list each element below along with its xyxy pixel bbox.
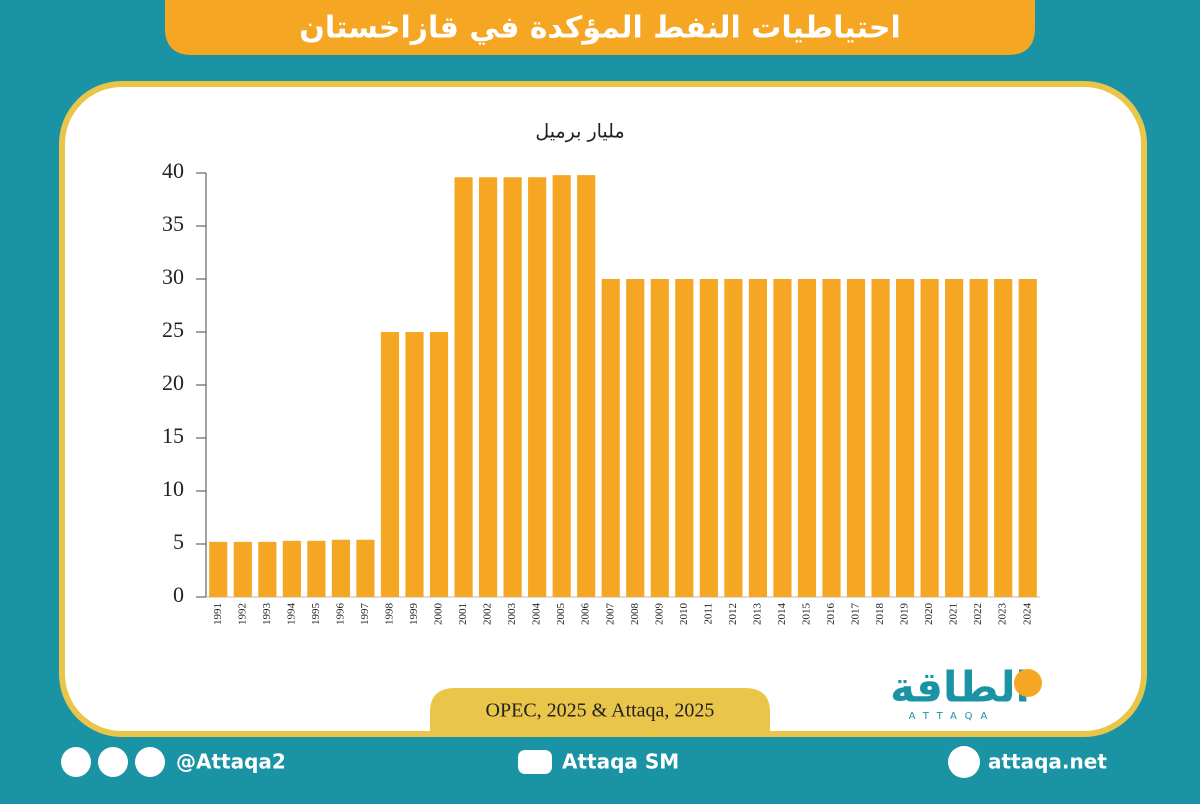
x-tick-label: 2020 <box>923 603 935 626</box>
title-banner <box>165 0 1035 55</box>
x-tick-label: 2002 <box>482 603 494 625</box>
source-pill <box>430 688 770 735</box>
x-tick-label: 2022 <box>972 603 984 625</box>
plot: 0 5 10 15 20 25 30 35 40 1991 1992 1993 1994 1995 1996… <box>162 158 1040 625</box>
x-tick-label: 2024 <box>1021 603 1033 626</box>
x-icon[interactable] <box>61 747 91 777</box>
x-tick-label: 2014 <box>776 603 788 626</box>
bar <box>233 541 252 597</box>
x-tick-label: 2018 <box>874 603 886 626</box>
y-tick-label: 15 <box>162 423 184 448</box>
bar <box>380 332 400 597</box>
website[interactable]: attaqa.net <box>988 750 1107 774</box>
bar <box>675 279 694 597</box>
y-tick-label: 25 <box>162 317 184 342</box>
bar <box>699 279 718 597</box>
x-tick-label: 2003 <box>506 603 518 626</box>
x-tick-label: 2011 <box>702 603 714 625</box>
youtube-icon[interactable] <box>518 750 552 774</box>
bar <box>454 177 473 598</box>
bar <box>331 539 350 597</box>
social-handle[interactable]: @Attaqa2 <box>176 750 286 774</box>
bar <box>748 279 767 597</box>
youtube-channel[interactable]: Attaqa SM <box>562 750 679 774</box>
bar <box>356 539 375 597</box>
x-tick-label: 1991 <box>212 603 224 625</box>
bar <box>528 177 547 598</box>
bar <box>724 279 743 597</box>
source: OPEC, 2025 & Attaqa, 2025 <box>486 700 715 722</box>
bar <box>307 540 326 597</box>
x-tick-label: 2008 <box>629 603 641 626</box>
y-tick-label: 40 <box>162 158 184 183</box>
bar <box>994 279 1013 597</box>
bar <box>920 279 939 597</box>
bar <box>969 279 988 597</box>
x-tick-label: 2013 <box>751 603 763 626</box>
x-tick-label: 1992 <box>236 603 248 625</box>
bar <box>209 541 228 597</box>
x-tick-label: 2015 <box>801 603 813 626</box>
bar <box>405 332 424 597</box>
x-tick-label: 1994 <box>285 603 297 626</box>
x-tick-label: 2010 <box>678 603 690 626</box>
bar <box>626 279 645 597</box>
bar <box>797 279 817 597</box>
logo-drop <box>1014 669 1042 697</box>
bar <box>258 541 277 597</box>
x-tick-label: 1997 <box>359 603 371 626</box>
logo-latin: ATTAQA <box>909 711 996 722</box>
x-tick-label: 1995 <box>310 603 322 626</box>
x-tick-label: 2021 <box>948 603 960 625</box>
x-tick-label: 2017 <box>850 603 862 626</box>
x-tick-label: 1999 <box>408 603 420 626</box>
instagram-icon[interactable] <box>98 747 128 777</box>
unit-label: مليار برميل <box>535 121 624 143</box>
bar <box>429 332 449 597</box>
y-tick-label: 0 <box>173 582 184 607</box>
y-tick-label: 5 <box>173 529 184 554</box>
bar <box>552 175 571 597</box>
bar <box>846 279 866 597</box>
bar <box>945 279 964 597</box>
bar <box>650 279 669 597</box>
x-tick-label: 2000 <box>433 603 445 626</box>
bar <box>1018 279 1037 597</box>
x-tick-label: 2006 <box>580 603 592 626</box>
x-tick-label: 2019 <box>899 603 911 626</box>
x-tick-label: 2005 <box>555 603 567 626</box>
bar <box>896 279 915 597</box>
x-tick-label: 2004 <box>531 603 543 626</box>
bar <box>773 279 792 597</box>
x-tick-label: 1996 <box>334 603 346 626</box>
x-tick-label: 2001 <box>457 603 469 625</box>
x-tick-label: 2012 <box>727 603 739 625</box>
y-tick-label: 30 <box>162 264 184 289</box>
x-tick-label: 2007 <box>604 603 616 626</box>
facebook-icon[interactable] <box>135 747 165 777</box>
bar <box>822 279 841 597</box>
bar <box>601 279 620 597</box>
logo-arabic: الطاقة <box>890 663 1030 712</box>
y-tick-label: 20 <box>162 370 184 395</box>
bar <box>282 540 301 597</box>
bar <box>479 177 498 598</box>
x-tick-label: 2016 <box>825 603 837 626</box>
bar <box>871 279 890 597</box>
chart-title: احتياطيات النفط المؤكدة في قازاخستان <box>299 11 901 46</box>
y-tick-label: 35 <box>162 211 184 236</box>
x-tick-label: 2009 <box>653 603 665 626</box>
x-tick-label: 1998 <box>384 603 396 626</box>
x-tick-label: 1993 <box>261 603 273 626</box>
bar <box>503 177 522 598</box>
bar <box>577 175 596 597</box>
y-tick-label: 10 <box>162 476 184 501</box>
social-icons <box>61 746 980 778</box>
globe-icon[interactable] <box>948 746 980 778</box>
x-tick-label: 2023 <box>997 603 1009 626</box>
